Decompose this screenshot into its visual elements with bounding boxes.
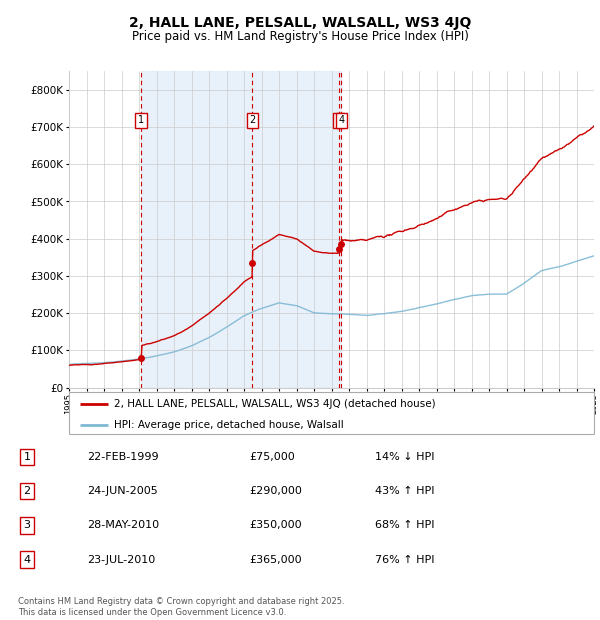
Text: 14% ↓ HPI: 14% ↓ HPI bbox=[375, 452, 434, 463]
Text: 28-MAY-2010: 28-MAY-2010 bbox=[87, 520, 159, 531]
Text: 22-FEB-1999: 22-FEB-1999 bbox=[87, 452, 158, 463]
Text: 4: 4 bbox=[23, 554, 31, 565]
Text: 2, HALL LANE, PELSALL, WALSALL, WS3 4JQ: 2, HALL LANE, PELSALL, WALSALL, WS3 4JQ bbox=[129, 16, 471, 30]
Text: 23-JUL-2010: 23-JUL-2010 bbox=[87, 554, 155, 565]
Text: Contains HM Land Registry data © Crown copyright and database right 2025.
This d: Contains HM Land Registry data © Crown c… bbox=[18, 598, 344, 617]
Text: 43% ↑ HPI: 43% ↑ HPI bbox=[375, 486, 434, 497]
Text: 68% ↑ HPI: 68% ↑ HPI bbox=[375, 520, 434, 531]
Text: 2: 2 bbox=[249, 115, 256, 125]
Bar bbox=[141, 71, 341, 388]
Text: 3: 3 bbox=[335, 115, 342, 125]
Text: HPI: Average price, detached house, Walsall: HPI: Average price, detached house, Wals… bbox=[113, 420, 343, 430]
Text: 76% ↑ HPI: 76% ↑ HPI bbox=[375, 554, 434, 565]
FancyBboxPatch shape bbox=[69, 392, 594, 434]
Text: 2, HALL LANE, PELSALL, WALSALL, WS3 4JQ (detached house): 2, HALL LANE, PELSALL, WALSALL, WS3 4JQ … bbox=[113, 399, 435, 409]
Text: £350,000: £350,000 bbox=[249, 520, 302, 531]
Text: £290,000: £290,000 bbox=[249, 486, 302, 497]
Text: 4: 4 bbox=[338, 115, 344, 125]
Text: 1: 1 bbox=[138, 115, 145, 125]
Text: 2: 2 bbox=[23, 486, 31, 497]
Text: 3: 3 bbox=[23, 520, 31, 531]
Text: 1: 1 bbox=[23, 452, 31, 463]
Text: £365,000: £365,000 bbox=[249, 554, 302, 565]
Text: 24-JUN-2005: 24-JUN-2005 bbox=[87, 486, 158, 497]
Text: Price paid vs. HM Land Registry's House Price Index (HPI): Price paid vs. HM Land Registry's House … bbox=[131, 30, 469, 43]
Text: £75,000: £75,000 bbox=[249, 452, 295, 463]
